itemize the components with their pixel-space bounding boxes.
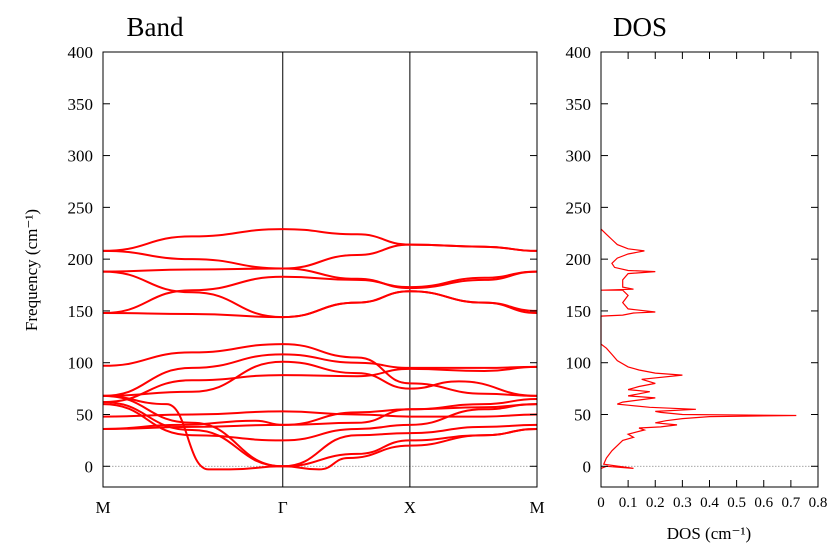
dos-x-tick-label: 0.8 xyxy=(809,495,828,511)
dos-x-tick-label: 0.2 xyxy=(646,495,665,511)
dos-x-tick-label: 0 xyxy=(597,495,605,511)
band-y-tick-label: 200 xyxy=(68,250,94,269)
band-x-path-label: X xyxy=(404,498,416,517)
dos-y-tick-label: 250 xyxy=(566,198,592,217)
band-panel-title: Band xyxy=(127,12,184,42)
dos-plot-frame xyxy=(600,51,819,488)
band-y-tick-label: 250 xyxy=(68,198,94,217)
dos-y-tick-label: 200 xyxy=(566,250,592,269)
dos-y-tick-label: 0 xyxy=(583,457,592,476)
band-line xyxy=(102,403,538,442)
dos-panel-title: DOS xyxy=(613,12,667,42)
band-line xyxy=(102,398,538,430)
dos-y-tick-label: 350 xyxy=(566,95,592,114)
band-line xyxy=(102,243,538,270)
band-line xyxy=(102,290,538,319)
band-y-tick-label: 400 xyxy=(68,43,94,62)
band-line xyxy=(102,403,538,430)
band-line xyxy=(102,228,538,252)
band-line xyxy=(102,267,538,290)
band-plot-frame xyxy=(102,51,538,488)
band-x-path-label: M xyxy=(529,498,544,517)
band-line xyxy=(102,360,538,397)
dos-x-tick-label: 0.6 xyxy=(754,495,773,511)
band-x-path-label: Γ xyxy=(278,498,288,517)
band-line xyxy=(102,270,538,319)
band-y-tick-label: 100 xyxy=(68,354,94,373)
dos-x-tick-label: 0.4 xyxy=(700,495,719,511)
dos-x-tick-label: 0.3 xyxy=(673,495,692,511)
band-line xyxy=(102,401,538,468)
band-y-tick-label: 0 xyxy=(85,457,94,476)
band-x-path-label: M xyxy=(95,498,110,517)
band-line xyxy=(102,394,538,471)
band-y-tick-label: 50 xyxy=(76,406,93,425)
dos-y-tick-label: 300 xyxy=(566,147,592,166)
band-line xyxy=(102,270,538,314)
dos-y-tick-label: 150 xyxy=(566,302,592,321)
dos-x-tick-label: 0.5 xyxy=(727,495,746,511)
dos-x-tick-label: 0.7 xyxy=(782,495,801,511)
dos-y-tick-label: 400 xyxy=(566,43,592,62)
band-line xyxy=(102,394,538,468)
band-line xyxy=(102,343,538,397)
band-line xyxy=(102,365,538,404)
dos-x-tick-label: 0.1 xyxy=(619,495,638,511)
band-line xyxy=(102,410,538,418)
dos-y-tick-label: 100 xyxy=(566,354,592,373)
band-y-tick-label: 300 xyxy=(68,147,94,166)
dos-x-axis-label: DOS (cm⁻¹) xyxy=(667,524,751,543)
band-y-tick-label: 150 xyxy=(68,302,94,321)
band-y-tick-label: 350 xyxy=(68,95,94,114)
dos-curve xyxy=(600,228,797,469)
dos-y-tick-label: 50 xyxy=(574,406,591,425)
band-y-axis-label: Frequency (cm⁻¹) xyxy=(22,209,41,331)
band-line xyxy=(102,353,538,397)
